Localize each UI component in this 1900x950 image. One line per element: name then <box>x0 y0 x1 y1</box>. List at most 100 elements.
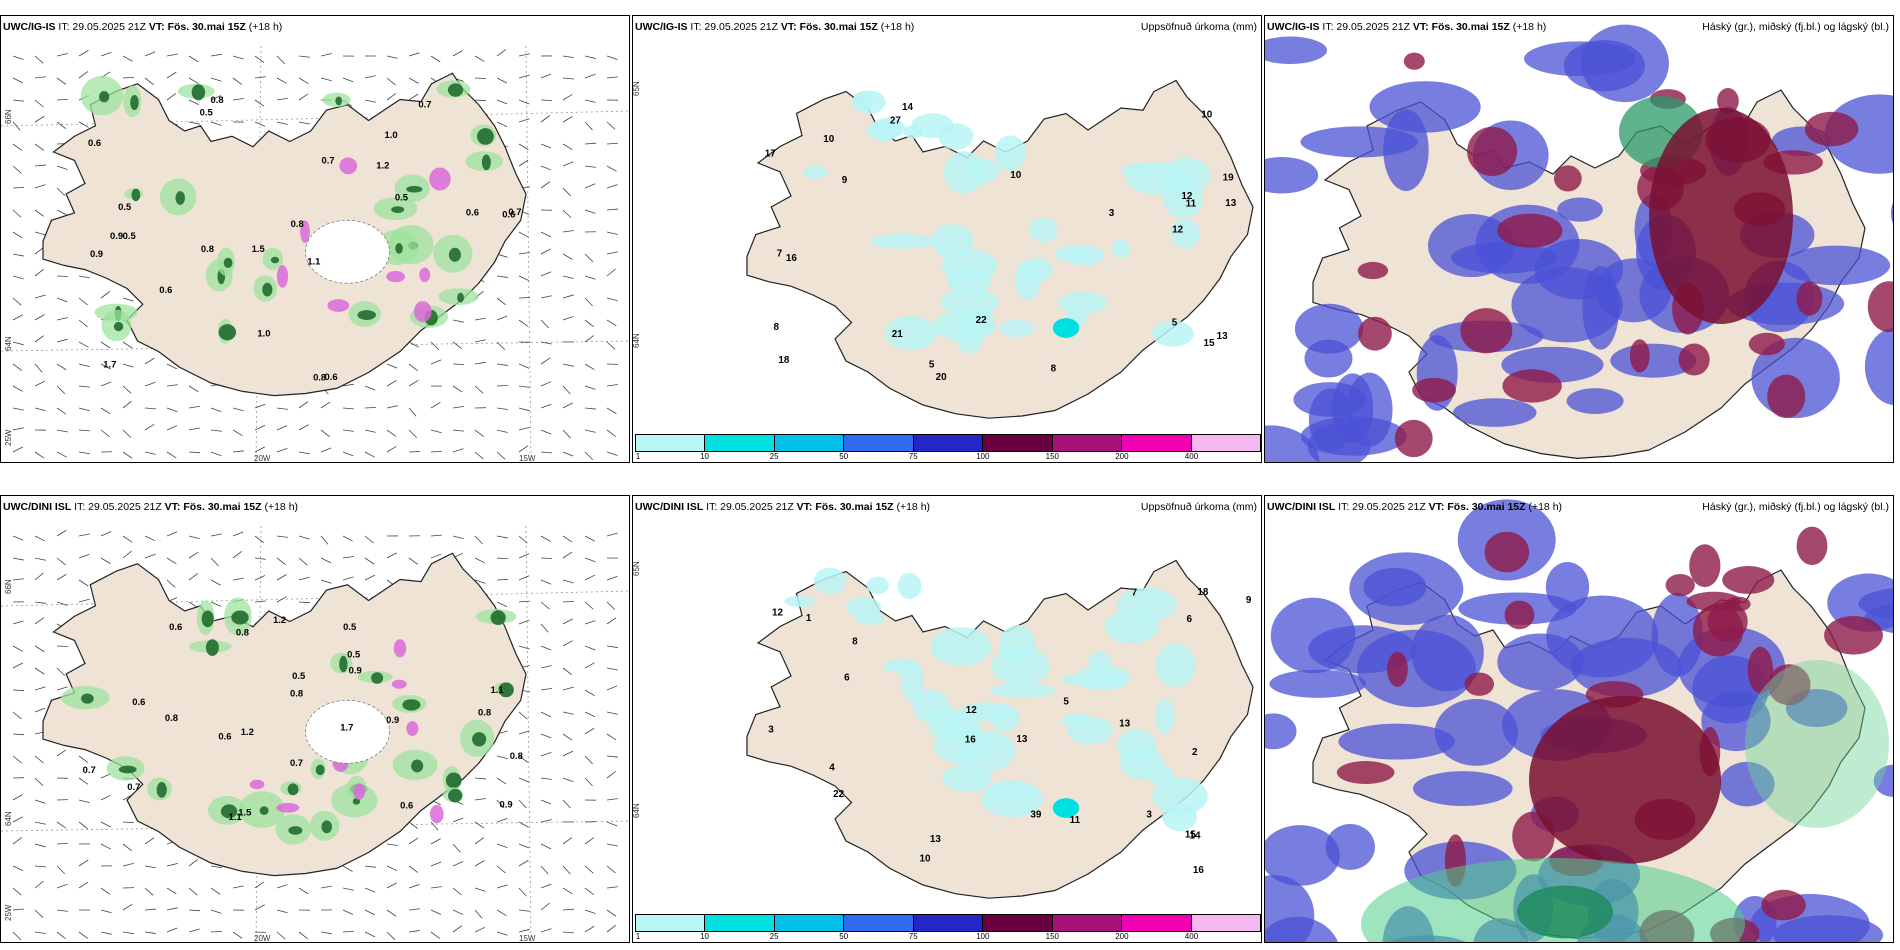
wind-barb <box>12 794 23 801</box>
wind-barb <box>518 711 528 720</box>
wind-barb <box>122 550 132 559</box>
wind-barb <box>540 341 552 345</box>
mid-cloud <box>1867 281 1893 333</box>
valid-label: VT: <box>1428 501 1445 513</box>
wind-barb <box>56 209 67 216</box>
wind-barb <box>606 142 619 145</box>
wind-barb <box>56 865 66 875</box>
wind-barb <box>254 535 264 543</box>
panel-header: UWC/DINI ISL IT: 29.05.2025 21Z VT: Fös.… <box>635 501 930 513</box>
wind-map: 0.81.00.61.51.10.50.61.20.90.70.81.70.50… <box>1 45 629 462</box>
wind-barb <box>210 95 222 101</box>
wind-barb <box>584 662 595 669</box>
low-cloud <box>1383 109 1429 191</box>
wind-barb <box>12 865 24 871</box>
wind-barb <box>518 619 530 625</box>
precip-value-label: 10 <box>823 134 835 145</box>
low-cloud <box>1864 327 1893 406</box>
precip-value-label: 0.6 <box>218 732 231 743</box>
panel-header: UWC/IG-IS IT: 29.05.2025 21Z VT: Fös. 30… <box>3 21 282 33</box>
precip-value-label: 0.9 <box>90 249 103 260</box>
wind-barb <box>474 429 485 437</box>
lat-label: 64N <box>632 803 641 818</box>
low-cloud <box>1412 771 1513 806</box>
wind-barb <box>78 553 90 559</box>
mid-cloud <box>1529 696 1721 864</box>
wind-barb <box>430 534 442 537</box>
wind-barb <box>78 755 89 763</box>
panel-dini-cloud: UWC/DINI ISL IT: 29.05.2025 21Z VT: Fös.… <box>1264 495 1894 943</box>
wind-barb <box>12 297 22 306</box>
wind-barb <box>584 209 596 214</box>
wind-barb <box>34 99 44 108</box>
precip-area <box>853 91 874 111</box>
panel-header: UWC/DINI ISL IT: 29.05.2025 21Z VT: Fös.… <box>3 501 298 513</box>
wind-barb <box>56 686 68 691</box>
wind-barb <box>496 363 508 366</box>
wind-barb <box>518 159 529 167</box>
precip-value-label: 6 <box>1186 614 1192 625</box>
wind-barb <box>408 77 419 84</box>
colorbar-tick: 200 <box>1115 452 1129 461</box>
model-label: UWC/DINI ISL <box>3 501 72 513</box>
wind-barb <box>540 231 552 238</box>
wind-barb <box>254 403 266 409</box>
wind-barb <box>232 77 243 85</box>
wind-barb <box>100 291 111 299</box>
wind-barb <box>606 165 617 172</box>
precip-area <box>1104 609 1159 644</box>
precip-core <box>472 732 487 747</box>
lead-time: (+18 h) <box>896 501 931 513</box>
colorbar-segment <box>844 435 914 451</box>
wind-barb <box>298 576 310 581</box>
wind-barb <box>34 209 45 217</box>
wind-barb <box>496 843 508 848</box>
wind-barb <box>584 574 596 581</box>
wind-barb <box>518 426 530 431</box>
wind-barb <box>188 451 201 454</box>
precip-value-label: 12 <box>772 608 784 619</box>
wind-barb <box>606 451 618 456</box>
precip-value-label: 13 <box>1217 331 1229 342</box>
precip-area <box>939 714 981 741</box>
low-cloud <box>1346 372 1393 447</box>
model-label: UWC/IG-IS <box>1267 21 1320 33</box>
wind-barb <box>12 275 24 280</box>
wind-barb <box>540 319 549 329</box>
wind-barb <box>606 407 617 415</box>
convective-cell <box>406 721 419 736</box>
wind-barb <box>210 121 222 126</box>
low-cloud <box>1873 764 1893 798</box>
precip-value-label: 10 <box>1201 110 1213 121</box>
wind-barb <box>562 253 573 260</box>
wind-barb <box>606 667 618 671</box>
wind-barb <box>144 931 156 934</box>
precip-area <box>1152 777 1208 815</box>
wind-barb <box>540 451 552 454</box>
mid-cloud <box>1553 165 1582 192</box>
wind-barb <box>34 880 44 889</box>
mid-cloud <box>1629 339 1650 373</box>
mid-cloud <box>1464 672 1495 696</box>
precip-core <box>490 610 506 625</box>
low-cloud <box>1773 915 1884 942</box>
wind-barb <box>518 575 530 581</box>
wind-barb <box>408 429 418 439</box>
wind-barb <box>540 535 551 542</box>
colorbar-ticks: 1 10 25 50 75 100 150 200 400 <box>635 452 1261 462</box>
low-cloud <box>1269 669 1367 698</box>
wind-barb <box>144 887 154 896</box>
wind-barb <box>452 817 464 823</box>
wind-barb <box>562 865 571 875</box>
wind-barb <box>122 821 135 824</box>
wind-barb <box>606 429 617 437</box>
wind-barb <box>496 777 507 785</box>
wind-barb <box>34 407 46 411</box>
wind-barb <box>12 645 23 652</box>
precip-core <box>262 282 273 297</box>
wind-barb <box>342 930 355 933</box>
precip-max-area <box>1052 798 1080 818</box>
wind-barb <box>34 380 46 387</box>
wind-barb <box>540 843 552 850</box>
low-cloud <box>1719 761 1775 807</box>
